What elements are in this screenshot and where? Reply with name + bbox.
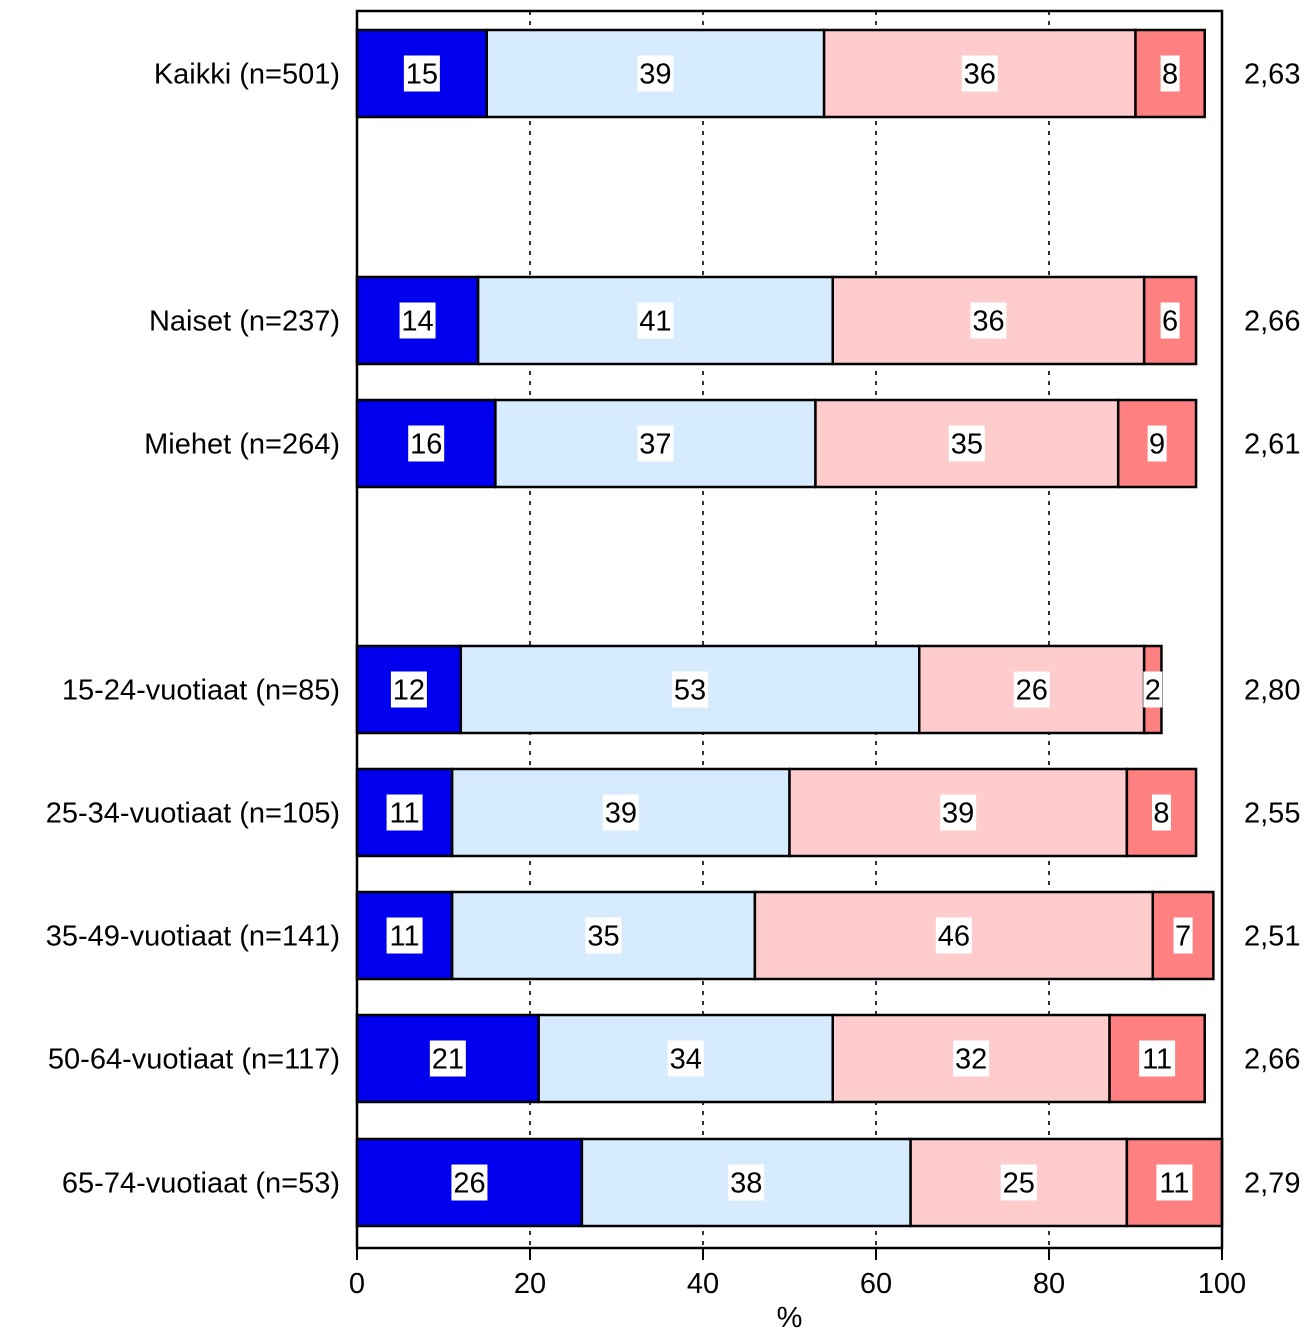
data-label-bg-2-4 [1160, 302, 1180, 339]
category-labels: Kaikki (n=501) Naiset (n=237) Miehet (n=26… [46, 59, 340, 1200]
category-label-8: 65-74-vuotiaat (n=53) [62, 1168, 340, 1200]
data-label-5-1: 11 [390, 798, 420, 830]
data-label-6-2: 35 [587, 921, 619, 953]
data-label-bg-5-1 [386, 794, 423, 831]
data-label-3-4: 9 [1149, 429, 1165, 461]
data-label-bg-4-4 [1143, 671, 1163, 708]
data-label-bg-5-4 [1151, 794, 1171, 831]
x-axis-title: % [777, 1302, 803, 1334]
mean-value-6: 2,51 [1244, 921, 1300, 953]
bar-segment-6-4 [1151, 890, 1215, 981]
bar-segment-1-1 [355, 28, 488, 119]
data-label-8-3: 25 [1003, 1168, 1035, 1200]
x-tick-label-0: 0 [349, 1268, 365, 1300]
x-tick-label-80: 80 [1033, 1268, 1065, 1300]
data-label-1-2: 39 [639, 59, 671, 91]
data-label-6-1: 11 [390, 921, 420, 953]
data-label-bg-3-1 [408, 425, 445, 462]
category-label-1: Kaikki (n=501) [154, 59, 340, 91]
data-label-2-2: 41 [639, 306, 671, 338]
data-label-bg-4-2 [672, 671, 709, 708]
bar-segment-5-2 [450, 767, 791, 858]
data-label-bg-7-4 [1139, 1040, 1176, 1077]
data-label-bg-1-4 [1160, 55, 1180, 92]
data-label-bg-3-4 [1147, 425, 1167, 462]
category-label-5: 25-34-vuotiaat (n=105) [46, 798, 340, 830]
x-tick-label-100: 100 [1198, 1268, 1246, 1300]
data-label-3-1: 16 [410, 429, 442, 461]
data-label-bg-6-1 [386, 917, 423, 954]
x-tick-label-20: 20 [514, 1268, 546, 1300]
data-label-bg-3-2 [637, 425, 674, 462]
x-tick-label-60: 60 [860, 1268, 892, 1300]
mean-value-4: 2,80 [1244, 675, 1300, 707]
data-label-bg-8-2 [728, 1164, 765, 1201]
data-label-bg-2-2 [637, 302, 674, 339]
data-label-8-4: 11 [1159, 1168, 1189, 1200]
data-label-bg-4-1 [390, 671, 427, 708]
data-label-bg-2-1 [399, 302, 436, 339]
category-label-7: 50-64-vuotiaat (n=117) [48, 1044, 340, 1076]
data-label-7-4: 11 [1142, 1044, 1172, 1076]
mean-value-3: 2,61 [1244, 429, 1300, 461]
data-label-bg-5-3 [940, 794, 977, 831]
mean-value-5: 2,55 [1244, 798, 1300, 830]
data-label-6-3: 46 [938, 921, 970, 953]
data-label-1-3: 36 [964, 59, 996, 91]
mean-value-8: 2,79 [1244, 1168, 1300, 1200]
data-label-2-1: 14 [401, 306, 433, 338]
data-label-bg-8-1 [451, 1164, 488, 1201]
mean-values: 2,63 2,66 2,61 2,80 2,55 2,51 2,66 2,79 [1244, 59, 1300, 1200]
data-label-bg-6-3 [935, 917, 972, 954]
data-label-8-2: 38 [730, 1168, 762, 1200]
data-label-7-3: 32 [955, 1044, 987, 1076]
data-label-bg-7-1 [429, 1040, 466, 1077]
data-label-bg-8-3 [1000, 1164, 1037, 1201]
data-label-1-1: 15 [406, 59, 438, 91]
data-label-4-4: 2 [1145, 675, 1161, 707]
data-label-bg-2-3 [970, 302, 1007, 339]
data-label-8-1: 26 [453, 1168, 485, 1200]
mean-value-7: 2,66 [1244, 1044, 1300, 1076]
data-label-4-1: 12 [393, 675, 425, 707]
data-label-6-4: 7 [1175, 921, 1191, 953]
data-label-bg-3-3 [948, 425, 985, 462]
data-label-bg-1-1 [403, 55, 440, 92]
data-label-7-2: 34 [670, 1044, 702, 1076]
data-label-3-2: 37 [639, 429, 671, 461]
data-label-4-2: 53 [674, 675, 706, 707]
data-label-5-4: 8 [1153, 798, 1169, 830]
data-label-3-3: 35 [951, 429, 983, 461]
data-label-4-3: 26 [1016, 675, 1048, 707]
x-axis: 0 20 40 60 80 100 [349, 1248, 1246, 1300]
data-label-bg-1-2 [637, 55, 674, 92]
data-label-1-4: 8 [1162, 59, 1178, 91]
plot-frame [355, 9, 1224, 1250]
data-label-5-2: 39 [605, 798, 637, 830]
data-label-bg-4-3 [1013, 671, 1050, 708]
bars: 15 39 36 8 14 41 36 6 16 37 35 9 12 53 26 2 11 39 39 8 11 35 4… [355, 28, 1224, 1228]
data-label-7-1: 21 [432, 1044, 464, 1076]
mean-value-2: 2,66 [1244, 306, 1300, 338]
data-label-bg-6-2 [585, 917, 622, 954]
data-label-bg-5-2 [602, 794, 639, 831]
data-label-bg-7-2 [667, 1040, 704, 1077]
data-label-2-3: 36 [972, 306, 1004, 338]
data-label-5-3: 39 [942, 798, 974, 830]
category-label-2: Naiset (n=237) [149, 306, 340, 338]
data-label-2-4: 6 [1162, 306, 1178, 338]
data-label-bg-6-4 [1173, 917, 1193, 954]
data-label-bg-7-3 [953, 1040, 990, 1077]
category-label-6: 35-49-vuotiaat (n=141) [46, 921, 340, 953]
data-label-bg-8-4 [1156, 1164, 1193, 1201]
data-label-bg-1-3 [961, 55, 998, 92]
mean-value-1: 2,63 [1244, 59, 1300, 91]
category-label-3: Miehet (n=264) [144, 429, 340, 461]
category-label-4: 15-24-vuotiaat (n=85) [62, 675, 340, 707]
x-tick-label-40: 40 [687, 1268, 719, 1300]
